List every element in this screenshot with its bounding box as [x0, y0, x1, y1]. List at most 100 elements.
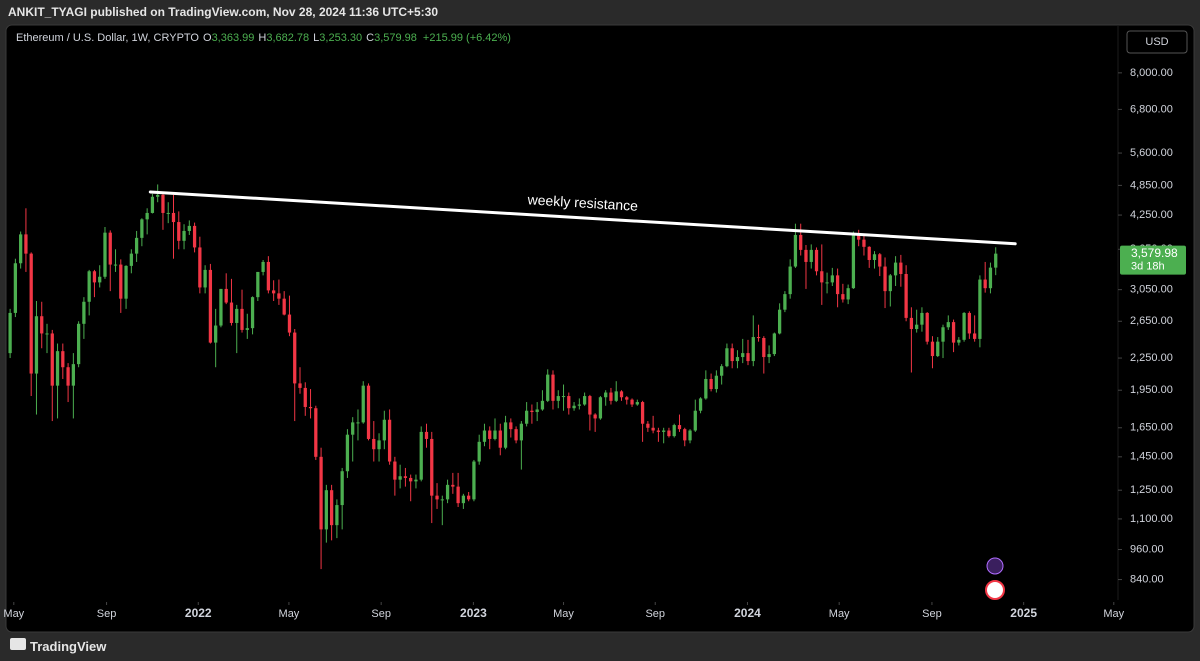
candle-body	[55, 351, 60, 386]
candle-body	[814, 249, 819, 272]
candle-body	[71, 364, 75, 386]
candle-body	[493, 430, 497, 439]
candle-body	[756, 337, 761, 339]
candle-body	[298, 383, 302, 388]
y-tick-label: 2,650.00	[1130, 315, 1173, 327]
candle-body	[614, 391, 618, 401]
candle-body	[156, 194, 160, 197]
candle-body	[398, 476, 402, 480]
candle-body	[424, 431, 429, 439]
candle-body	[19, 234, 23, 264]
ohlc-value: 3,253.30	[319, 32, 363, 44]
candle-body	[651, 427, 655, 431]
y-tick-label: 6,800.00	[1130, 103, 1173, 115]
candle-body	[409, 477, 413, 482]
y-tick-label: 1,950.00	[1130, 384, 1173, 396]
candle-body	[530, 410, 534, 412]
x-tick-label: May	[1103, 608, 1124, 620]
change-value: +215.99 (+6.42%)	[422, 32, 511, 44]
candle-body	[767, 354, 771, 358]
candle-body	[87, 271, 91, 302]
candle-body	[793, 234, 798, 267]
candle-body	[308, 406, 313, 409]
candle-body	[604, 392, 608, 398]
candle-body	[893, 262, 898, 276]
y-tick-label: 840.00	[1130, 573, 1164, 585]
candle-body	[145, 212, 149, 220]
candle-body	[741, 353, 745, 358]
candle-body	[24, 234, 28, 254]
candle-body	[899, 262, 903, 274]
ohlc-value: 3,682.78	[266, 32, 310, 44]
candle-body	[266, 261, 271, 291]
candle-body	[746, 353, 750, 362]
candle-body	[962, 312, 966, 340]
candle-body	[630, 399, 634, 405]
candle-body	[124, 265, 128, 299]
candle-body	[951, 322, 956, 343]
candle-body	[535, 409, 539, 412]
y-tick-label: 4,850.00	[1130, 179, 1173, 191]
y-tick-label: 5,600.00	[1130, 147, 1173, 159]
candle-body	[662, 430, 666, 432]
candle-body	[714, 375, 719, 390]
candle-body	[693, 410, 697, 431]
candle-body	[314, 408, 318, 457]
footer-brand: TradingView	[30, 639, 107, 654]
candle-body	[34, 316, 39, 374]
candle-body	[187, 225, 191, 231]
candle-body	[925, 312, 929, 342]
candle-body	[635, 402, 639, 405]
candle-body	[351, 422, 355, 435]
candle-body	[983, 279, 987, 289]
candle-body	[40, 316, 44, 334]
candle-body	[219, 288, 223, 326]
candle-body	[872, 254, 877, 261]
last-price-tag	[1120, 245, 1186, 275]
x-tick-label: Sep	[922, 608, 942, 620]
candle-body	[498, 430, 502, 448]
candle-body	[762, 337, 766, 358]
candle-body	[524, 410, 529, 424]
candle-body	[119, 264, 123, 299]
event-icon[interactable]	[986, 557, 1004, 575]
candle-body	[751, 337, 755, 362]
candle-body	[930, 341, 935, 357]
candle-body	[329, 490, 334, 526]
ohlc-key: H	[258, 32, 267, 44]
candle-body	[704, 378, 708, 399]
candle-body	[214, 325, 218, 343]
candle-body	[177, 222, 181, 241]
candle-body	[846, 288, 850, 300]
candle-body	[467, 495, 471, 500]
candle-body	[198, 247, 202, 288]
candle-body	[482, 430, 487, 442]
candle-body	[445, 484, 450, 500]
candle-body	[851, 234, 856, 289]
candle-body	[140, 219, 144, 238]
candle-body	[720, 366, 724, 376]
candle-body	[609, 392, 613, 401]
ohlc-key: C	[366, 32, 375, 44]
candle-body	[113, 264, 118, 266]
candle-body	[356, 422, 360, 424]
candle-body	[688, 430, 692, 441]
candle-body	[540, 400, 545, 410]
candle-body	[667, 430, 671, 437]
candle-body	[503, 422, 508, 448]
candle-body	[335, 505, 339, 526]
x-tick-label: 2022	[185, 606, 212, 620]
y-tick-label: 8,000.00	[1130, 67, 1173, 79]
candle-body	[472, 461, 476, 500]
currency-box[interactable]	[1126, 30, 1188, 54]
candle-body	[783, 294, 787, 310]
candle-body	[303, 387, 307, 407]
publisher-line: ANKIT_TYAGI published on TradingView.com…	[8, 5, 439, 19]
flag-icon[interactable]	[985, 580, 1005, 600]
candle-body	[76, 323, 81, 365]
candle-body	[730, 348, 734, 362]
currency: USD	[1145, 36, 1168, 48]
y-tick-label: 960.00	[1130, 543, 1164, 555]
candle-body	[988, 267, 993, 289]
